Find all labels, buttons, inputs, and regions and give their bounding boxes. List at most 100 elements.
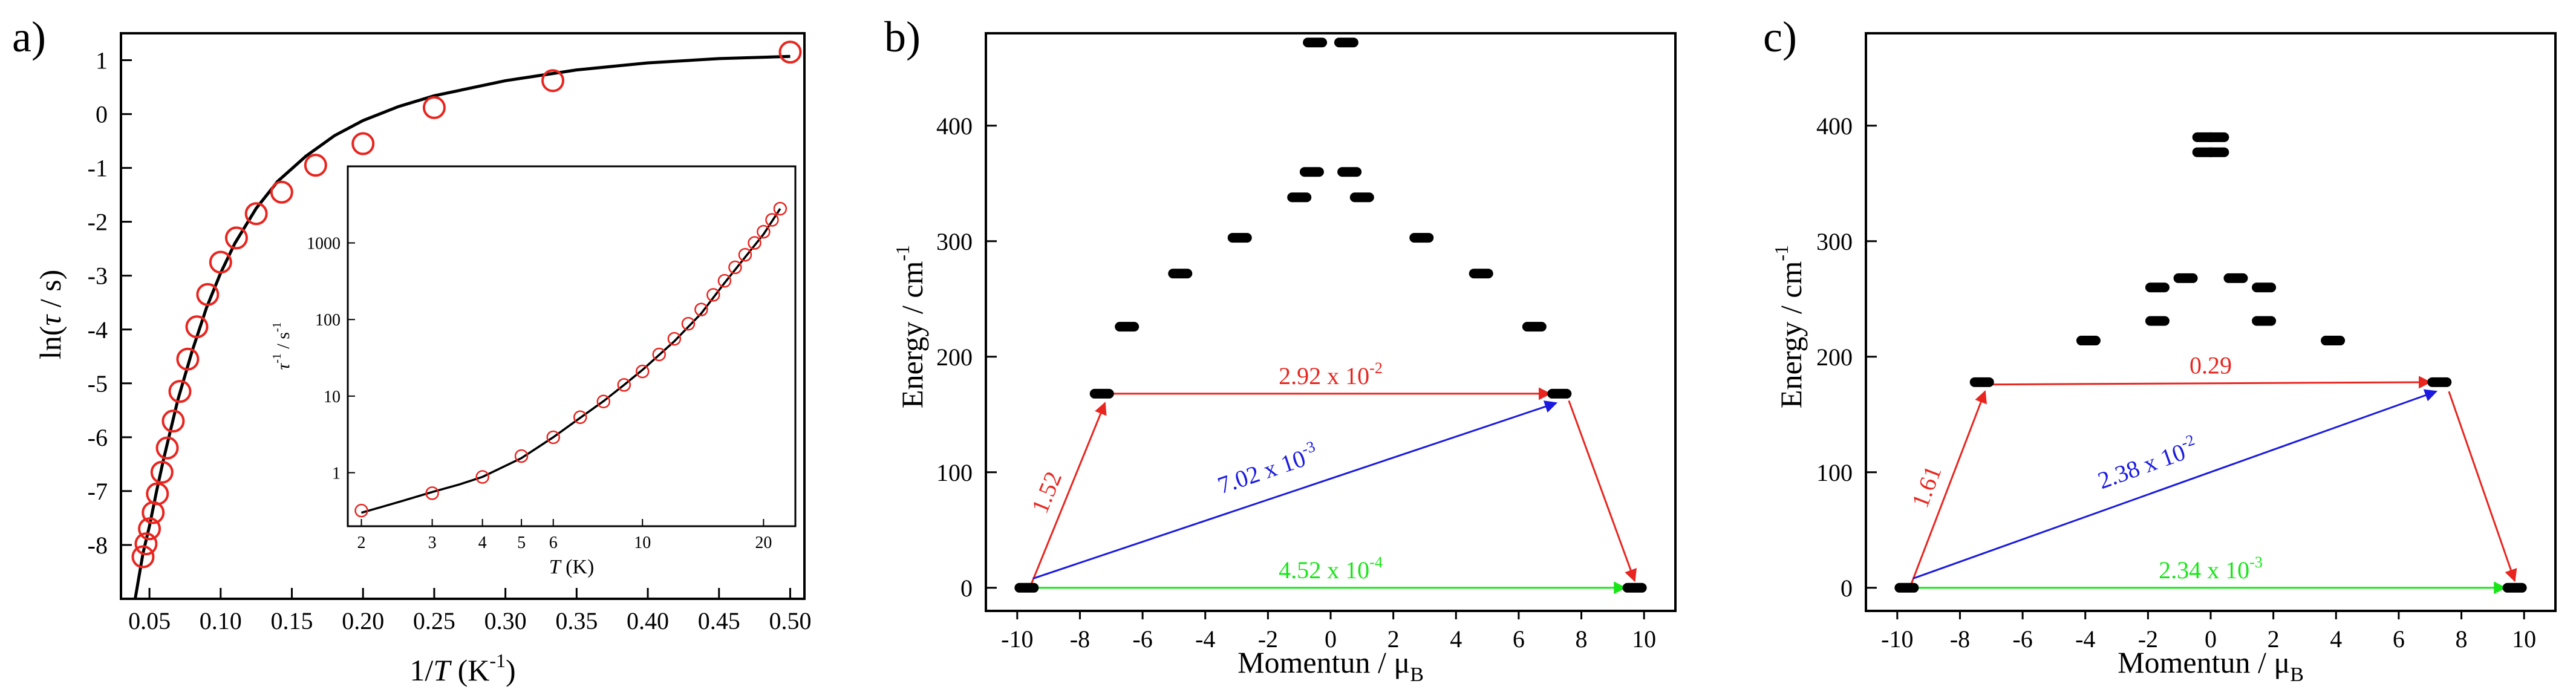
inset-y-tick-label: 1000 [307, 235, 341, 253]
x-tick-label: 2 [2268, 625, 2280, 653]
inset-data-point [546, 430, 560, 445]
x-tick-label: -8 [1950, 625, 1970, 653]
x-tick-label: 6 [1513, 625, 1525, 653]
x-tick-label: 0.40 [627, 607, 669, 634]
y-tick-label: 200 [936, 344, 973, 371]
transition-arrow [1029, 402, 1107, 589]
inset-x-axis-label: T (K) [549, 556, 595, 578]
data-point [185, 315, 209, 339]
x-tick-label: -10 [1001, 625, 1033, 653]
inset-series [354, 201, 787, 518]
x-tick-label: 0.30 [484, 607, 527, 634]
inset-data-point [738, 247, 752, 262]
panel-b-levels [1014, 38, 1647, 593]
x-tick-label: -4 [1195, 625, 1215, 653]
inset-data-point [617, 378, 631, 392]
inset-x-tick-label: 6 [549, 533, 558, 552]
data-point [161, 409, 185, 433]
energy-level [1168, 269, 1193, 279]
inset-data-point [765, 213, 779, 227]
panel-b-y-ticks: 0 100 200 300 400 [936, 113, 997, 602]
data-point [150, 460, 174, 484]
x-tick-label: 0.05 [128, 607, 171, 634]
x-tick-label: -6 [2012, 625, 2032, 653]
inset-data-point [652, 347, 666, 362]
x-tick-label: 0 [2205, 625, 2217, 653]
x-tick-label: 4 [1450, 625, 1462, 653]
energy-level [1299, 167, 1324, 177]
y-tick-label: 300 [936, 228, 973, 255]
energy-level [1409, 233, 1434, 243]
energy-level [1115, 322, 1140, 332]
y-tick-label: -4 [88, 316, 108, 344]
inset-y-axis-label: τ-1 / s-1 [270, 322, 293, 370]
energy-level [1014, 582, 1039, 593]
panel-a-plot-frame [120, 32, 806, 600]
panel-c-plot-frame [1865, 32, 2557, 612]
panel-b-x-ticks: -10 -8 -6 -4 -2 0 2 4 6 8 10 [1001, 611, 1656, 653]
energy-level [1334, 38, 1358, 48]
y-tick-label: 1 [96, 47, 108, 74]
y-tick-label: 0 [1841, 575, 1853, 602]
inset-x-tick-label: 3 [428, 533, 437, 552]
energy-level [2205, 147, 2229, 157]
inset-data-point [728, 260, 742, 275]
y-tick-label: 400 [936, 113, 973, 140]
panel-a: a) -8-7-6-5-4-3-2-101 0.05 0.10 0.15 0.20 0.… [12, 13, 811, 687]
transition-label: 2.38 x 10-2 [2093, 431, 2201, 494]
y-tick-label: 300 [1816, 228, 1853, 255]
panel-c-transitions: 1.61 0.29 2.38 x 10-2 2.34 x 10-3 [1906, 352, 2517, 595]
x-tick-label: 0.25 [413, 607, 455, 634]
energy-level [1349, 192, 1374, 203]
energy-level [2173, 273, 2198, 283]
energy-level [2252, 316, 2277, 326]
energy-level [1303, 38, 1328, 48]
inset-y-tick-label: 100 [315, 311, 341, 330]
x-tick-label: 10 [1632, 625, 1656, 653]
x-tick-label: 0.35 [555, 607, 598, 634]
y-tick-label: -2 [88, 209, 108, 236]
x-tick-label: 0.50 [769, 607, 811, 634]
x-tick-label: 6 [2393, 625, 2405, 653]
y-tick-label: -7 [88, 478, 108, 505]
x-tick-label: 8 [1576, 625, 1588, 653]
data-point [304, 154, 327, 177]
inset-y-tick-label: 10 [324, 388, 341, 406]
fit-line [134, 54, 791, 599]
transition-label: 0.29 [2190, 352, 2232, 379]
energy-level [2223, 273, 2248, 283]
inset-data-point [596, 394, 611, 409]
data-point [422, 96, 446, 119]
energy-level [1337, 167, 1362, 177]
energy-level [2321, 336, 2346, 346]
inset-data-point [667, 331, 682, 346]
data-point [155, 436, 179, 460]
y-tick-label: 400 [1816, 113, 1853, 140]
inset-x-tick-label: 2 [357, 533, 366, 552]
transition-arrow [1991, 376, 2431, 389]
y-tick-label: 100 [936, 459, 973, 486]
inset-data-point [514, 449, 529, 463]
energy-level [2145, 282, 2170, 293]
y-tick-label: -6 [88, 424, 108, 451]
panel-a-x-axis-label: 1/T (K-1) [409, 650, 515, 687]
inset-data-point [694, 302, 708, 316]
inset-data-point [635, 364, 650, 379]
inset-data-point [475, 470, 489, 484]
energy-level [2252, 282, 2277, 293]
data-point [351, 132, 375, 155]
inset-data-point [573, 410, 587, 425]
transition-arrow [1912, 389, 2438, 579]
panel-a-series [131, 41, 802, 599]
data-point [138, 517, 161, 541]
data-point [270, 180, 293, 204]
panel-c-label: c) [1763, 13, 1797, 61]
inset-x-ticks: 2 3 4 5 6 10 20 [357, 519, 772, 552]
x-tick-label: 0.10 [200, 607, 242, 634]
transition-label: 1.61 [1906, 462, 1947, 511]
data-point [146, 482, 169, 506]
energy-level [2502, 582, 2527, 593]
data-point [224, 226, 248, 250]
inset-data-point [681, 317, 696, 331]
energy-level [1287, 192, 1312, 203]
